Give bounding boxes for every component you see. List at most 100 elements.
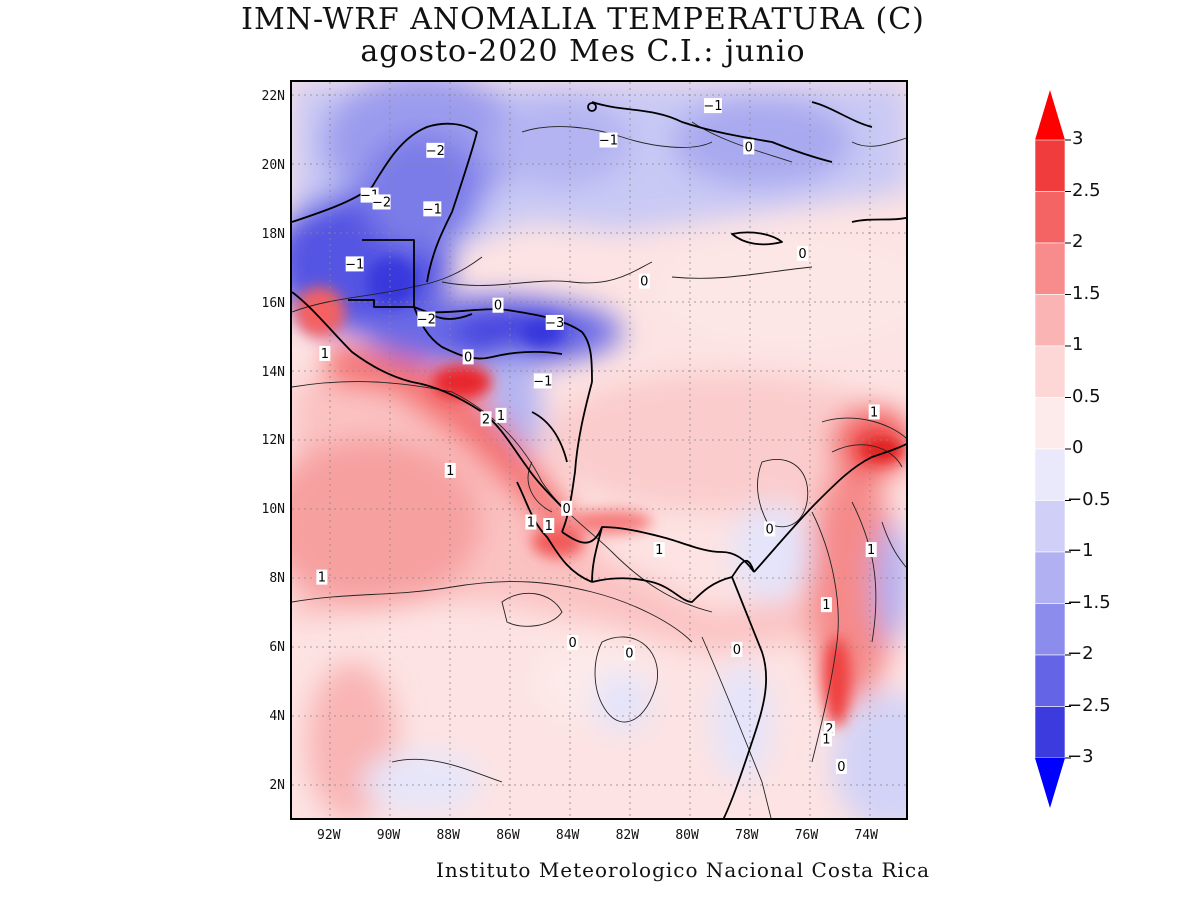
colorbar-level-label: −0.5 xyxy=(1067,488,1111,510)
contour-label: 1 xyxy=(865,542,877,558)
lat-tick-label: 18N xyxy=(261,226,285,242)
contour-label-text: 0 xyxy=(568,636,576,651)
colorbar-level-label: 1.5 xyxy=(1072,282,1101,304)
contour-label: 0 xyxy=(797,246,809,262)
lat-tick-label: 6N xyxy=(269,639,285,655)
contour-label-text: −1 xyxy=(599,134,618,149)
lon-tick-label: 80W xyxy=(675,828,699,843)
colorbar-bottom-arrow xyxy=(1035,758,1065,808)
contour-label: −1 xyxy=(533,373,552,389)
contour-label: 1 xyxy=(316,569,328,586)
map-subtitle: agosto-2020 Mes C.I.: junio xyxy=(360,34,806,69)
legend-colorbar: 3 2.5 2 1.5 1 0.5 0 −0.5 −1 −1.5 −2 −2.5 −3 xyxy=(1020,85,1150,815)
contour-label: 1 xyxy=(495,407,507,424)
contour-label-text: −1 xyxy=(423,202,442,217)
contour-label: 0 xyxy=(623,645,635,661)
colorbar-segment xyxy=(1035,294,1066,347)
lat-tick-label: 16N xyxy=(261,295,285,311)
contour-label-text: 0 xyxy=(464,350,472,365)
contour-label-text: 0 xyxy=(625,646,633,661)
contour-label: 2 xyxy=(823,721,835,737)
contour-label: −3 xyxy=(545,314,564,331)
contour-label: 0 xyxy=(731,641,743,658)
contour-label: −2 xyxy=(372,194,391,210)
map-panel: −1 −1 0 −2 −1 −2 −1 −1 0 0 0 −2 −3 0 1 −1 2 1 1 1 0 1 1 0 1 1 1 1 0 0… xyxy=(290,80,908,820)
contour-label: −1 xyxy=(423,201,442,217)
colorbar-segment xyxy=(1035,139,1066,192)
contour-label: 1 xyxy=(820,597,832,613)
lon-tick-label: 78W xyxy=(735,828,759,843)
contour-label: 1 xyxy=(653,542,665,558)
contour-label-text: 1 xyxy=(321,347,329,362)
contour-lines xyxy=(292,121,906,818)
contour-label: 0 xyxy=(764,521,776,537)
colorbar-scale xyxy=(1035,90,1071,808)
contour-label-text: −2 xyxy=(372,195,391,210)
colorbar-segment xyxy=(1035,654,1066,707)
contour-label-text: −2 xyxy=(417,312,436,327)
contour-label-text: 2 xyxy=(825,722,833,737)
contour-label: 1 xyxy=(525,514,537,531)
contour-label: 1 xyxy=(820,731,832,747)
contour-label: −1 xyxy=(599,132,618,149)
colorbar-top-arrow xyxy=(1035,90,1065,140)
lon-tick-label: 74W xyxy=(854,828,878,843)
colorbar-segment xyxy=(1035,500,1066,553)
colorbar-level-label: −1.5 xyxy=(1067,591,1111,613)
contour-label-text: 0 xyxy=(640,275,648,290)
contour-label: 2 xyxy=(480,411,492,427)
footer-credit: Instituto Meteorologico Nacional Costa R… xyxy=(436,858,931,882)
contour-label-text: 1 xyxy=(870,405,878,420)
coastlines xyxy=(292,101,906,818)
colorbar-segment xyxy=(1035,551,1066,604)
contour-label-text: 1 xyxy=(867,543,875,558)
contour-label-text: −2 xyxy=(426,144,445,159)
lon-tick-label: 82W xyxy=(615,828,640,843)
contour-label-text: 0 xyxy=(494,299,502,314)
lat-tick-label: 10N xyxy=(261,502,285,518)
contour-label-text: −1 xyxy=(533,374,552,389)
contour-label: −1 xyxy=(703,98,723,114)
lat-tick-label: 2N xyxy=(269,777,285,793)
colorbar-segment xyxy=(1035,191,1066,244)
contour-label: 0 xyxy=(462,349,474,365)
lon-tick-label: 90W xyxy=(376,828,401,843)
contour-label: 0 xyxy=(567,635,579,651)
lat-tick-label: 20N xyxy=(261,158,285,174)
colorbar-level-label: −2 xyxy=(1067,643,1094,664)
colorbar-level-label: 0.5 xyxy=(1072,385,1101,407)
contour-label: 0 xyxy=(492,297,504,314)
colorbar-level-label: 0 xyxy=(1072,437,1084,458)
contour-label: −2 xyxy=(426,142,445,159)
contour-label-text: 1 xyxy=(318,571,326,586)
contour-label: 1 xyxy=(868,404,880,420)
colorbar-segment xyxy=(1035,603,1066,656)
lat-tick-label: 12N xyxy=(261,433,285,449)
anomaly-field xyxy=(292,82,906,818)
contour-label-text: 1 xyxy=(497,409,505,424)
contour-label-text: −1 xyxy=(345,257,364,272)
colorbar-level-label: 1 xyxy=(1072,334,1084,355)
contour-label: 0 xyxy=(835,758,847,775)
contour-label-text: 1 xyxy=(446,464,454,479)
colorbar-level-label: −2.5 xyxy=(1067,694,1111,716)
contour-label: −2 xyxy=(417,311,436,327)
contour-label-text: 0 xyxy=(837,760,845,775)
contour-label: 1 xyxy=(543,518,555,534)
colorbar-level-label: 2.5 xyxy=(1072,179,1101,201)
lat-tick-label: 14N xyxy=(261,364,285,380)
contour-label-text: 2 xyxy=(482,412,490,427)
lon-tick-label: 86W xyxy=(496,828,520,843)
map-title: IMN-WRF ANOMALIA TEMPERATURA (C) xyxy=(241,2,925,37)
contour-label-text: 1 xyxy=(822,598,830,613)
contour-label-text: 1 xyxy=(545,519,553,534)
contour-label: 0 xyxy=(561,500,573,517)
lat-tick-label: 22N xyxy=(261,89,285,105)
colorbar-segment xyxy=(1035,242,1066,295)
contour-label-text: 1 xyxy=(527,516,535,531)
contour-label: 1 xyxy=(444,462,456,479)
lat-tick-label: 4N xyxy=(269,708,285,724)
colorbar-segment xyxy=(1035,706,1066,759)
